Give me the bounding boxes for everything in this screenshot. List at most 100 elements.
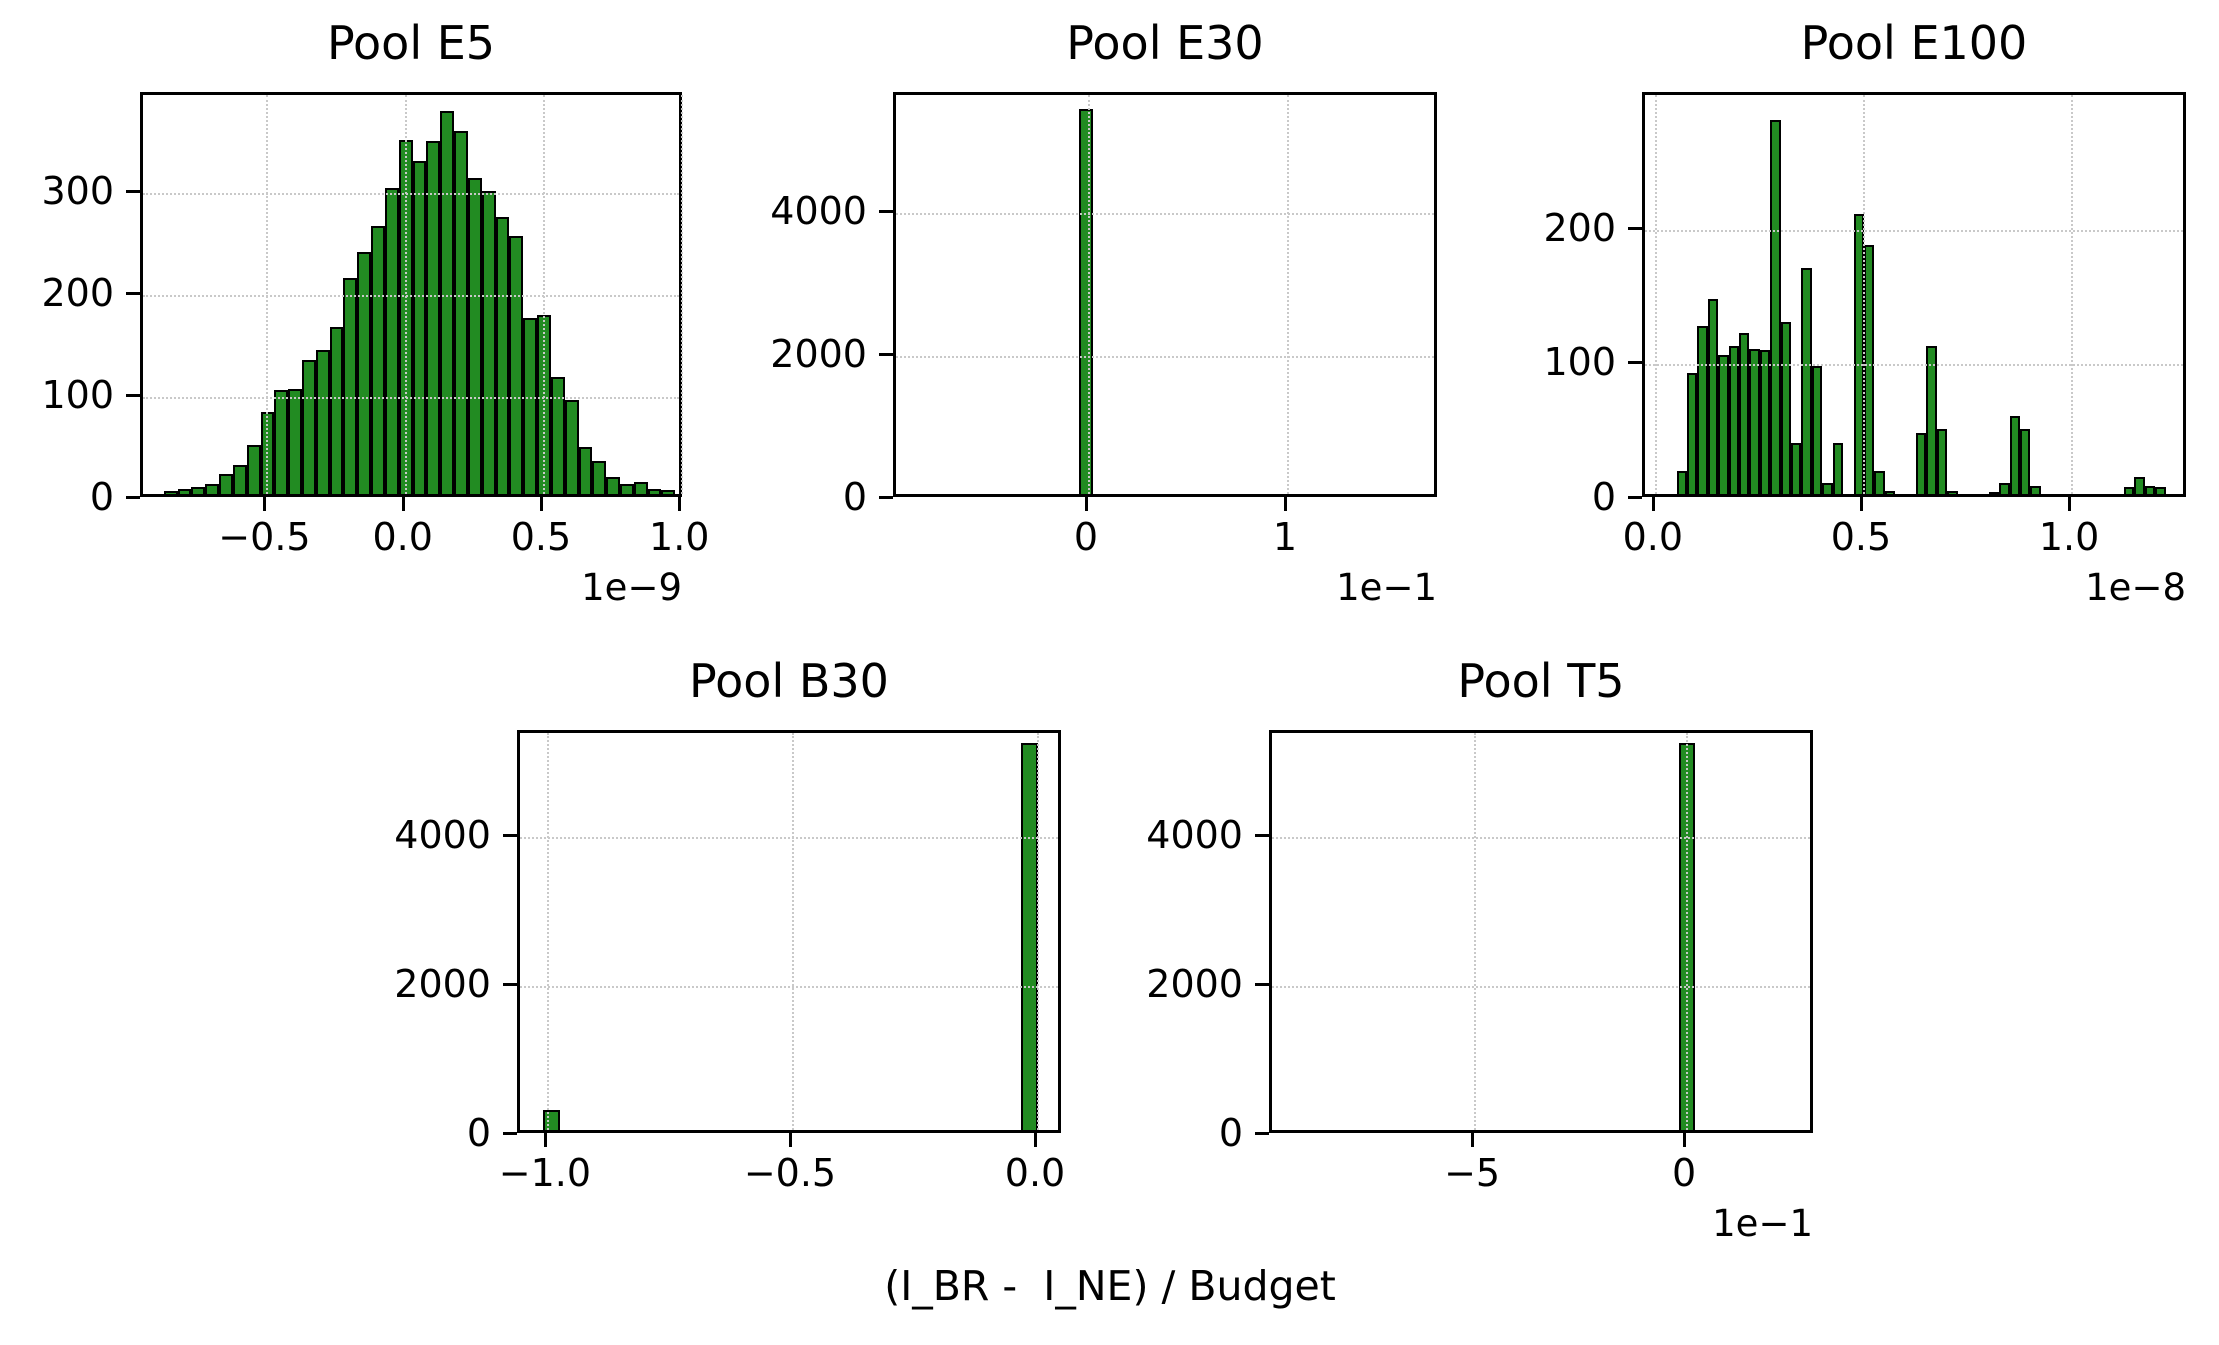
- y-tick-label: 2000: [770, 332, 867, 377]
- x-tick-label: −1.0: [498, 1151, 592, 1195]
- histogram-bar: [246, 445, 261, 494]
- vertical-gridline: [791, 733, 794, 1130]
- histogram-bar: [2020, 429, 2031, 494]
- x-tick-mark: [401, 497, 405, 511]
- y-tick-label: 2000: [1146, 962, 1243, 1007]
- panel-title-pool-b30: Pool B30: [689, 654, 889, 708]
- histogram-bar: [1707, 298, 1719, 494]
- x-tick-mark: [1034, 1133, 1038, 1147]
- histogram-bar: [1020, 742, 1038, 1130]
- histogram-bar: [1676, 471, 1688, 494]
- histogram-bar: [232, 465, 247, 494]
- histogram-bar: [467, 177, 482, 494]
- histogram-bar: [315, 350, 330, 494]
- histogram-bar: [1728, 346, 1740, 494]
- y-tick-mark: [1628, 496, 1642, 499]
- x-tick-label: 0.0: [1622, 515, 1684, 559]
- axes-pool-e30: [893, 92, 1437, 497]
- y-tick-mark: [1255, 1132, 1269, 1135]
- horizontal-gridline: [143, 396, 679, 399]
- x-tick-mark: [678, 497, 682, 511]
- y-tick-mark: [126, 496, 140, 499]
- histogram-bar: [454, 130, 468, 494]
- x-axis-offset-label: 1e−9: [581, 566, 682, 609]
- y-tick-label: 300: [41, 168, 114, 213]
- histogram-bar: [177, 488, 192, 494]
- y-tick-mark: [503, 983, 517, 987]
- histogram-bar: [495, 216, 510, 494]
- horizontal-gridline: [520, 986, 1058, 989]
- histogram-bar: [1770, 119, 1781, 494]
- y-tick-mark: [126, 291, 140, 295]
- histogram-bar: [543, 1109, 561, 1130]
- y-tick-mark: [1628, 361, 1642, 365]
- histogram-bar: [412, 161, 427, 494]
- histogram-bar: [1915, 433, 1927, 494]
- histogram-bar: [481, 191, 496, 494]
- histogram-bar: [2134, 476, 2145, 494]
- axes-pool-t5: [1269, 730, 1813, 1133]
- histogram-bar: [1791, 442, 1802, 494]
- horizontal-gridline: [896, 356, 1434, 359]
- y-tick-label: 0: [1218, 1111, 1243, 1155]
- vertical-gridline: [542, 95, 545, 494]
- vertical-gridline: [2071, 95, 2074, 494]
- histogram-bar: [2009, 415, 2020, 494]
- x-tick-mark: [263, 497, 267, 511]
- vertical-gridline: [546, 733, 549, 1130]
- histogram-bar: [1863, 245, 1875, 494]
- histogram-bar: [523, 317, 538, 494]
- y-tick-label: 4000: [394, 813, 491, 858]
- axes-pool-b30: [517, 730, 1061, 1133]
- x-tick-label: 0: [1073, 515, 1099, 559]
- y-tick-label: 2000: [394, 962, 491, 1007]
- histogram-bar: [1853, 214, 1864, 494]
- vertical-gridline: [266, 95, 269, 494]
- histogram-bar: [1926, 346, 1937, 494]
- vertical-gridline: [1474, 733, 1477, 1130]
- histogram-bar: [1822, 483, 1833, 494]
- horizontal-gridline: [1272, 986, 1810, 989]
- panel-title-pool-e5: Pool E5: [326, 16, 496, 70]
- histogram-bar: [2124, 487, 2135, 494]
- y-tick-mark: [503, 834, 517, 838]
- panel-title-pool-t5: Pool T5: [1457, 654, 1625, 708]
- axes-pool-e5: [140, 92, 684, 497]
- histogram-bar: [1947, 491, 1958, 494]
- histogram-bar: [1999, 483, 2010, 494]
- histogram-bar: [564, 400, 579, 494]
- histogram-bar: [1874, 471, 1885, 494]
- y-tick-mark: [126, 393, 140, 397]
- histogram-bar: [1988, 492, 2000, 494]
- y-tick-mark: [503, 1132, 517, 1135]
- x-tick-mark: [1471, 1133, 1475, 1147]
- horizontal-gridline: [896, 213, 1434, 216]
- vertical-gridline: [1088, 95, 1090, 494]
- vertical-gridline: [1686, 733, 1689, 1130]
- x-axis-offset-label: 1e−1: [1336, 566, 1437, 609]
- y-tick-label: 200: [41, 270, 114, 315]
- x-tick-label: 1.0: [2038, 515, 2100, 559]
- histogram-bar: [274, 389, 289, 494]
- histogram-bar: [1832, 442, 1844, 494]
- histogram-bar: [1780, 321, 1792, 494]
- histogram-bar: [1749, 348, 1760, 494]
- y-tick-label: 0: [1591, 475, 1616, 519]
- histogram-bar: [288, 388, 302, 494]
- vertical-gridline: [681, 95, 684, 494]
- y-tick-mark: [1255, 834, 1269, 838]
- histogram-bar: [620, 483, 634, 494]
- x-axis-offset-label: 1e−1: [1712, 1202, 1813, 1245]
- x-tick-label: −5: [1444, 1151, 1501, 1195]
- histogram-bar: [329, 326, 344, 494]
- panel-title-pool-e100: Pool E100: [1800, 16, 2028, 70]
- y-tick-mark: [1255, 983, 1269, 987]
- x-tick-mark: [539, 497, 543, 511]
- horizontal-gridline: [1272, 837, 1810, 840]
- y-tick-label: 4000: [770, 189, 867, 234]
- histogram-bar: [1718, 355, 1729, 494]
- histogram-bar: [1811, 366, 1823, 494]
- x-tick-label: 0.0: [372, 515, 433, 559]
- horizontal-gridline: [1645, 364, 2183, 367]
- y-tick-label: 0: [466, 1111, 491, 1155]
